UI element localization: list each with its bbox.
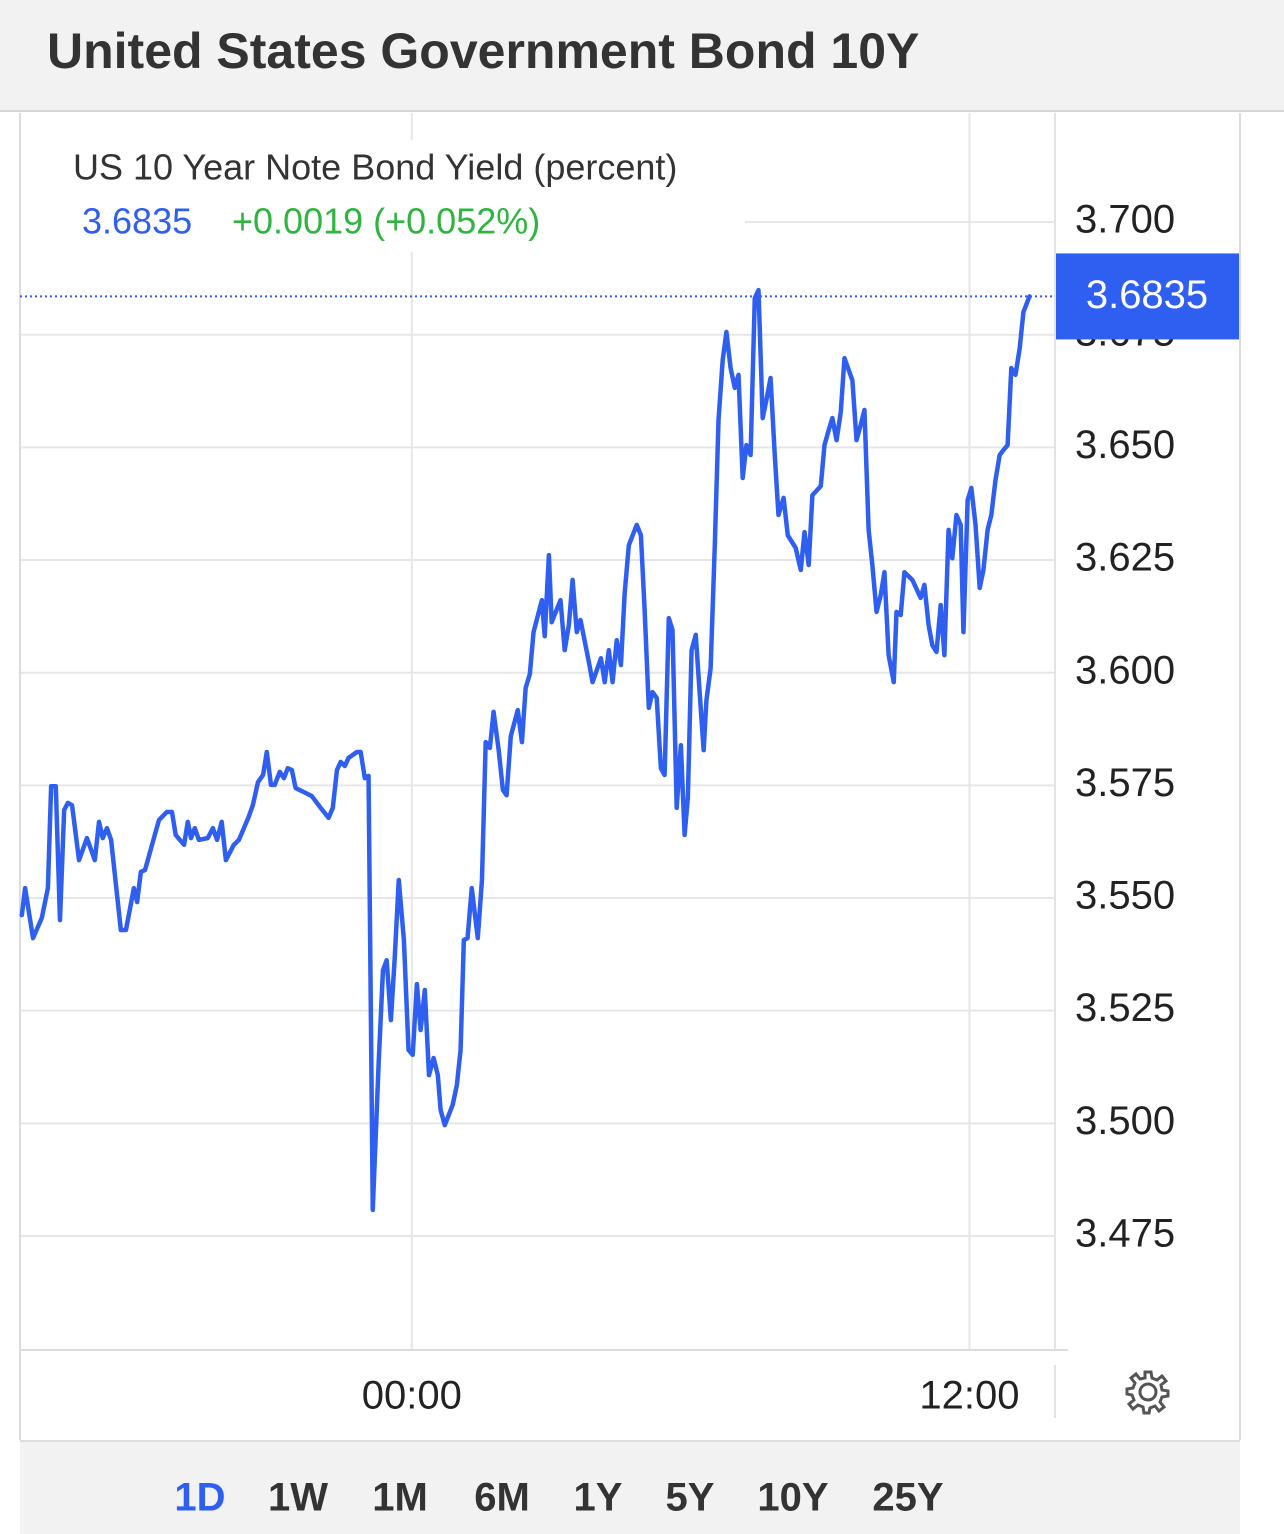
range-button[interactable]: 25Y [872,1476,943,1520]
x-tick-label: 12:00 [919,1374,1019,1418]
y-tick-label: 3.525 [1075,986,1175,1030]
y-tick-label: 3.475 [1075,1212,1175,1256]
y-tick-label: 3.500 [1075,1099,1175,1143]
change-value: +0.0019 (+0.052%) [232,201,540,242]
y-tick-label: 3.550 [1075,874,1175,918]
range-button[interactable]: 1M [372,1476,428,1520]
y-tick-label: 3.650 [1075,423,1175,467]
chart-subtitle: US 10 Year Note Bond Yield (percent) [73,147,677,188]
range-button[interactable]: 1Y [574,1476,623,1520]
range-button[interactable]: 1D [174,1476,225,1520]
range-button[interactable]: 10Y [757,1476,828,1520]
current-value: 3.6835 [82,201,192,242]
x-tick-label: 00:00 [362,1374,462,1418]
legend-background [20,140,745,252]
range-button[interactable]: 6M [474,1476,530,1520]
range-bar [20,1441,1240,1534]
grid [20,113,1055,1350]
range-button[interactable]: 5Y [666,1476,715,1520]
y-tick-label: 3.625 [1075,536,1175,580]
last-price-badge [1056,253,1239,340]
settings-icon[interactable] [1125,1370,1170,1415]
y-tick-label: 3.700 [1075,198,1175,242]
price-line [19,287,1032,1213]
header-band [0,0,1284,110]
y-tick-label: 3.600 [1075,648,1175,692]
last-price-label: 3.6835 [1086,273,1208,317]
chart-title: United States Government Bond 10Y [47,23,919,79]
y-tick-label: 3.575 [1075,761,1175,805]
range-button[interactable]: 1W [268,1476,328,1520]
